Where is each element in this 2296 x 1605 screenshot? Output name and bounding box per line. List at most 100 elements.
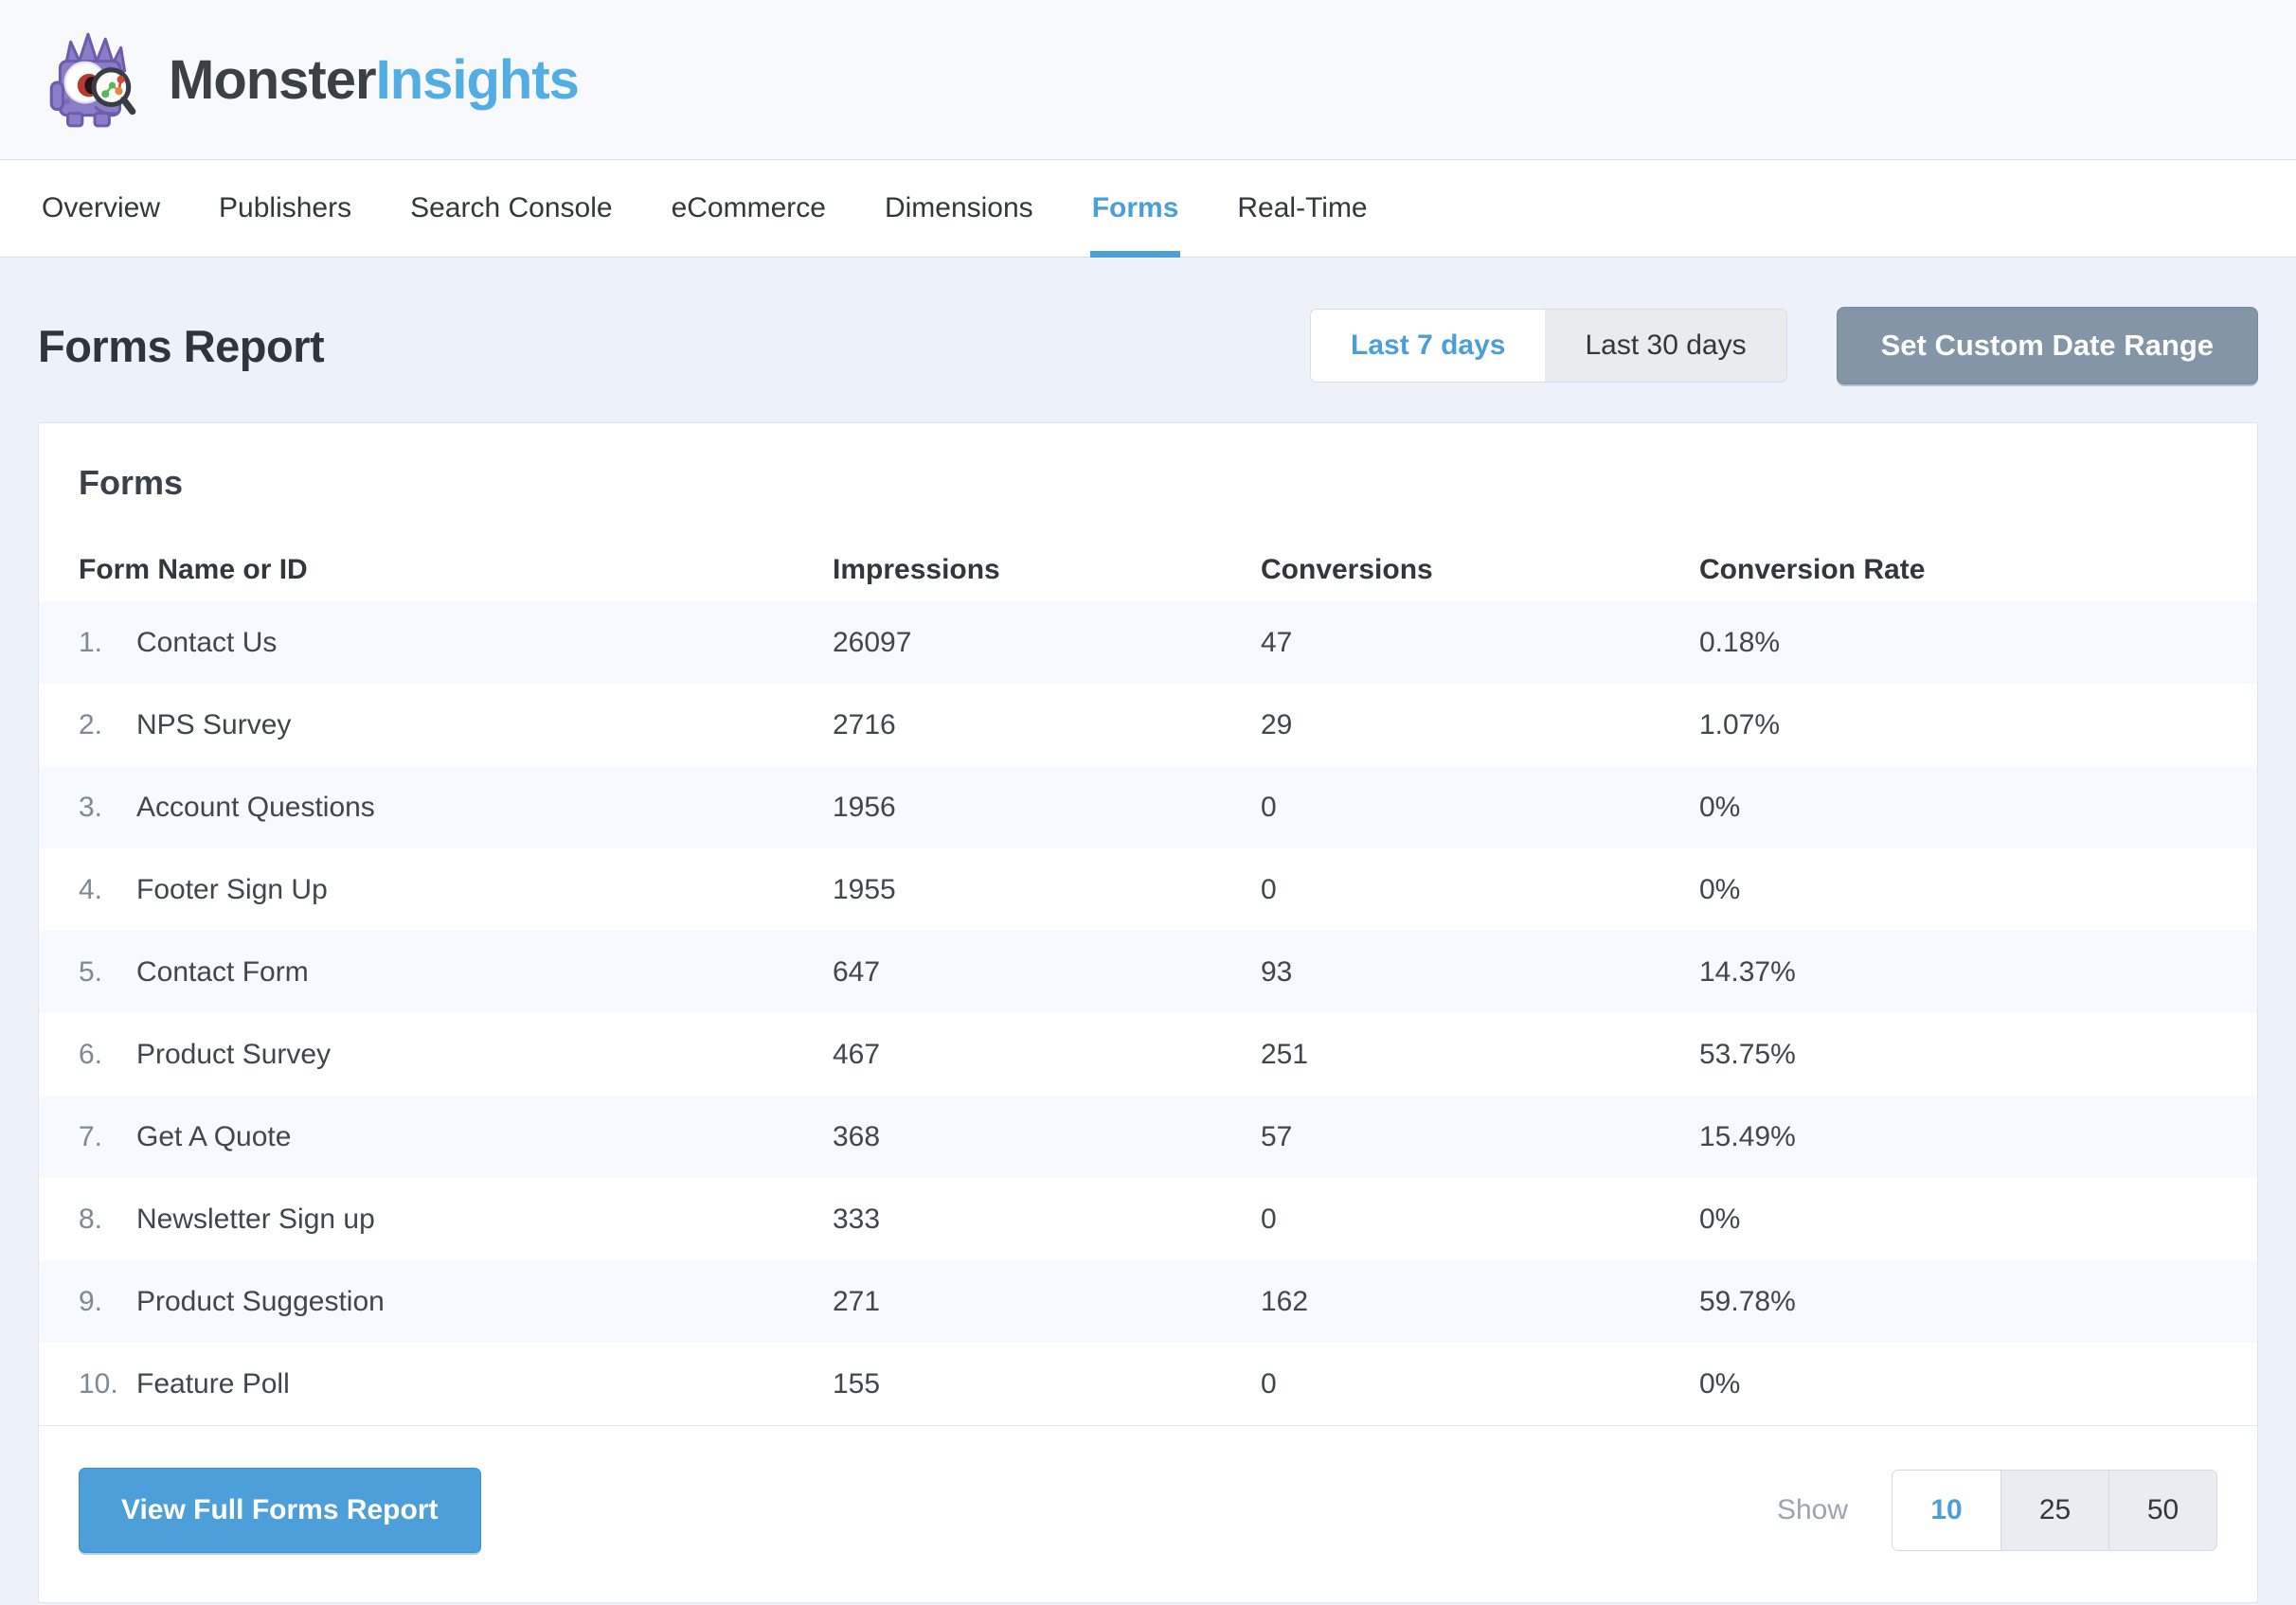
conversions-value: 47 bbox=[1261, 626, 1293, 658]
page-size-toggle: 10 25 50 bbox=[1892, 1470, 2217, 1551]
row-rank: 9. bbox=[79, 1285, 103, 1317]
date-range-last-7-days-button[interactable]: Last 7 days bbox=[1311, 310, 1546, 382]
main-content: Forms Report Last 7 days Last 30 days Se… bbox=[0, 258, 2296, 1605]
row-rank: 8. bbox=[79, 1203, 103, 1235]
row-rank: 2. bbox=[79, 708, 103, 740]
date-range-toggle: Last 7 days Last 30 days bbox=[1310, 309, 1787, 383]
page-size-25-button[interactable]: 25 bbox=[2000, 1471, 2108, 1550]
brand-name-primary: Monster bbox=[169, 48, 377, 111]
conversions-value: 29 bbox=[1261, 708, 1293, 740]
impressions-value: 333 bbox=[833, 1203, 881, 1235]
table-row: 4. Footer Sign Up 1955 0 0% bbox=[39, 848, 2257, 931]
row-rank: 5. bbox=[79, 955, 103, 988]
row-rank: 10. bbox=[79, 1367, 118, 1400]
impressions-value: 2716 bbox=[833, 708, 896, 740]
impressions-value: 1955 bbox=[833, 873, 896, 905]
nav-tab-publishers[interactable]: Publishers bbox=[219, 192, 352, 223]
conversions-value: 93 bbox=[1261, 955, 1293, 988]
conversions-value: 0 bbox=[1261, 873, 1277, 905]
conversion-rate-value: 15.49% bbox=[1699, 1120, 1796, 1152]
conversion-rate-value: 0.18% bbox=[1699, 626, 1781, 658]
page-header: Forms Report Last 7 days Last 30 days Se… bbox=[38, 307, 2258, 384]
table-row: 9. Product Suggestion 271 162 59.78% bbox=[39, 1260, 2257, 1343]
form-name: Feature Poll bbox=[136, 1367, 290, 1400]
conversions-value: 0 bbox=[1261, 1203, 1277, 1235]
forms-table-header: Form Name or ID Impressions Conversions … bbox=[39, 539, 2257, 601]
column-header-form-name: Form Name or ID bbox=[79, 554, 308, 585]
app-header: MonsterInsights bbox=[0, 0, 2296, 160]
row-rank: 1. bbox=[79, 626, 103, 658]
form-name: Account Questions bbox=[136, 791, 375, 823]
nav-tab-overview[interactable]: Overview bbox=[42, 192, 161, 223]
conversion-rate-value: 1.07% bbox=[1699, 708, 1781, 740]
forms-table-body: 1. Contact Us 26097 47 0.18% 2. NPS Survey… bbox=[39, 601, 2257, 1425]
row-rank: 6. bbox=[79, 1038, 103, 1070]
forms-card-title: Forms bbox=[79, 463, 184, 502]
form-name: Newsletter Sign up bbox=[136, 1203, 375, 1235]
conversions-value: 57 bbox=[1261, 1120, 1293, 1152]
date-range-controls: Last 7 days Last 30 days Set Custom Date… bbox=[1310, 307, 2258, 384]
form-name: Contact Us bbox=[136, 626, 278, 658]
conversion-rate-value: 14.37% bbox=[1699, 955, 1796, 988]
impressions-value: 368 bbox=[833, 1120, 881, 1152]
conversion-rate-value: 0% bbox=[1699, 791, 1741, 823]
impressions-value: 467 bbox=[833, 1038, 881, 1070]
form-name: Footer Sign Up bbox=[136, 873, 328, 905]
nav-tab-ecommerce[interactable]: eCommerce bbox=[671, 192, 826, 223]
conversions-value: 251 bbox=[1261, 1038, 1309, 1070]
row-rank: 3. bbox=[79, 791, 103, 823]
forms-table: Form Name or ID Impressions Conversions … bbox=[39, 539, 2257, 1425]
date-range-last-30-days-button[interactable]: Last 30 days bbox=[1545, 310, 1786, 382]
primary-nav: Overview Publishers Search Console eComm… bbox=[0, 160, 2296, 258]
column-header-conversions: Conversions bbox=[1261, 554, 1433, 585]
column-header-conversion-rate: Conversion Rate bbox=[1699, 554, 1926, 585]
table-row: 1. Contact Us 26097 47 0.18% bbox=[39, 601, 2257, 684]
forms-card-footer: View Full Forms Report Show 10 25 50 bbox=[39, 1425, 2257, 1602]
nav-tab-real-time[interactable]: Real-Time bbox=[1237, 192, 1368, 223]
page-size-controls: Show 10 25 50 bbox=[1777, 1470, 2217, 1551]
conversions-value: 0 bbox=[1261, 1367, 1277, 1400]
nav-tab-search-console[interactable]: Search Console bbox=[410, 192, 613, 223]
column-header-impressions: Impressions bbox=[833, 554, 1000, 585]
form-name: Product Suggestion bbox=[136, 1285, 385, 1317]
show-label: Show bbox=[1776, 1494, 1848, 1525]
page-title: Forms Report bbox=[38, 320, 325, 371]
conversion-rate-value: 0% bbox=[1699, 1367, 1741, 1400]
conversions-value: 0 bbox=[1261, 791, 1277, 823]
page-size-10-button[interactable]: 10 bbox=[1892, 1471, 2000, 1550]
form-name: Product Survey bbox=[136, 1038, 332, 1070]
conversion-rate-value: 0% bbox=[1699, 873, 1741, 905]
form-name: NPS Survey bbox=[136, 708, 292, 740]
brand-logo: MonsterInsights bbox=[38, 27, 580, 133]
conversion-rate-value: 53.75% bbox=[1699, 1038, 1796, 1070]
form-name: Contact Form bbox=[136, 955, 309, 988]
table-row: 6. Product Survey 467 251 53.75% bbox=[39, 1013, 2257, 1096]
brand-name: MonsterInsights bbox=[169, 48, 580, 112]
conversions-value: 162 bbox=[1261, 1285, 1309, 1317]
impressions-value: 1956 bbox=[833, 791, 896, 823]
nav-tab-forms[interactable]: Forms bbox=[1089, 160, 1181, 258]
impressions-value: 26097 bbox=[833, 626, 912, 658]
set-custom-date-range-button[interactable]: Set Custom Date Range bbox=[1836, 307, 2258, 384]
page-size-50-button[interactable]: 50 bbox=[2108, 1471, 2216, 1550]
form-name: Get A Quote bbox=[136, 1120, 292, 1152]
row-rank: 4. bbox=[79, 873, 103, 905]
monster-logo-icon bbox=[49, 32, 136, 128]
table-row: 5. Contact Form 647 93 14.37% bbox=[39, 931, 2257, 1013]
table-row: 7. Get A Quote 368 57 15.49% bbox=[39, 1096, 2257, 1178]
impressions-value: 271 bbox=[833, 1285, 881, 1317]
impressions-value: 155 bbox=[833, 1367, 881, 1400]
table-row: 3. Account Questions 1956 0 0% bbox=[39, 766, 2257, 848]
table-row: 10. Feature Poll 155 0 0% bbox=[39, 1343, 2257, 1425]
view-full-forms-report-button[interactable]: View Full Forms Report bbox=[79, 1468, 481, 1553]
impressions-value: 647 bbox=[833, 955, 881, 988]
nav-tab-dimensions[interactable]: Dimensions bbox=[884, 192, 1033, 223]
table-row: 2. NPS Survey 2716 29 1.07% bbox=[39, 684, 2257, 766]
brand-name-secondary: Insights bbox=[375, 48, 580, 111]
conversion-rate-value: 59.78% bbox=[1699, 1285, 1796, 1317]
table-row: 8. Newsletter Sign up 333 0 0% bbox=[39, 1178, 2257, 1260]
forms-card: Forms Form Name or ID Impressions Conver… bbox=[38, 422, 2258, 1603]
row-rank: 7. bbox=[79, 1120, 103, 1152]
conversion-rate-value: 0% bbox=[1699, 1203, 1741, 1235]
